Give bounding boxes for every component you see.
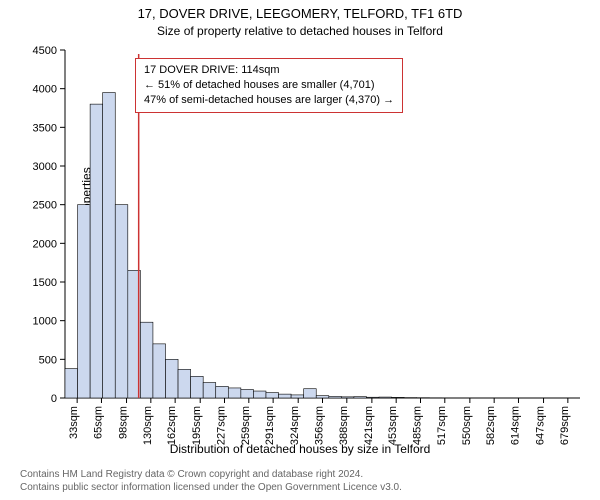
svg-text:2000: 2000 <box>33 238 57 250</box>
svg-text:4500: 4500 <box>33 45 57 57</box>
svg-text:582sqm: 582sqm <box>485 406 497 445</box>
svg-text:485sqm: 485sqm <box>411 406 423 445</box>
footer-line: Contains public sector information licen… <box>20 481 402 494</box>
svg-text:195sqm: 195sqm <box>191 406 203 445</box>
svg-text:3500: 3500 <box>33 122 57 134</box>
svg-text:98sqm: 98sqm <box>118 406 130 439</box>
svg-text:3000: 3000 <box>33 161 57 173</box>
svg-text:33sqm: 33sqm <box>68 406 80 439</box>
svg-text:4000: 4000 <box>33 84 57 96</box>
svg-text:421sqm: 421sqm <box>363 406 375 445</box>
svg-text:259sqm: 259sqm <box>240 406 252 445</box>
svg-text:0: 0 <box>51 393 57 405</box>
annotation-callout: 17 DOVER DRIVE: 114sqm ← 51% of detached… <box>135 58 403 113</box>
svg-text:517sqm: 517sqm <box>436 406 448 445</box>
svg-text:500: 500 <box>39 354 57 366</box>
svg-text:1000: 1000 <box>33 316 57 328</box>
svg-text:388sqm: 388sqm <box>338 406 350 445</box>
svg-text:614sqm: 614sqm <box>509 406 521 445</box>
svg-text:1500: 1500 <box>33 277 57 289</box>
svg-text:356sqm: 356sqm <box>314 406 326 445</box>
svg-text:130sqm: 130sqm <box>142 406 154 445</box>
svg-text:65sqm: 65sqm <box>92 406 104 439</box>
footer-line: Contains HM Land Registry data © Crown c… <box>20 468 402 481</box>
svg-text:550sqm: 550sqm <box>461 406 473 445</box>
footer-attribution: Contains HM Land Registry data © Crown c… <box>20 468 402 494</box>
svg-text:679sqm: 679sqm <box>559 406 571 445</box>
svg-text:162sqm: 162sqm <box>166 406 178 445</box>
annotation-line: ← 51% of detached houses are smaller (4,… <box>144 78 394 93</box>
svg-text:453sqm: 453sqm <box>387 406 399 445</box>
svg-text:2500: 2500 <box>33 200 57 212</box>
annotation-line: 17 DOVER DRIVE: 114sqm <box>144 63 394 78</box>
svg-text:291sqm: 291sqm <box>264 406 276 445</box>
svg-text:647sqm: 647sqm <box>535 406 547 445</box>
annotation-line: 47% of semi-detached houses are larger (… <box>144 93 394 108</box>
svg-text:227sqm: 227sqm <box>216 406 228 445</box>
svg-text:324sqm: 324sqm <box>289 406 301 445</box>
